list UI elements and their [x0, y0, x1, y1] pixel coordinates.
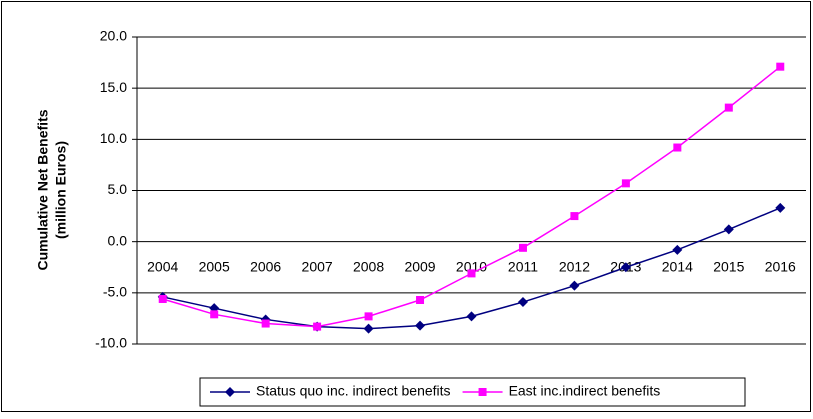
point [570, 212, 579, 221]
y-tick-label: -10.0 [95, 335, 127, 351]
point [466, 311, 477, 322]
x-tick-label: 2010 [456, 258, 487, 274]
y-tick-label: 20.0 [100, 28, 127, 44]
y-axis-label: (million Euros) [53, 141, 69, 239]
point [478, 388, 487, 396]
point [673, 143, 682, 152]
point [621, 179, 630, 188]
y-axis-label: Cumulative Net Benefits [35, 109, 51, 270]
x-tick-label: 2011 [508, 258, 538, 274]
y-tick-label: 5.0 [108, 181, 128, 197]
point [672, 244, 683, 255]
point [517, 297, 528, 308]
point [158, 294, 167, 303]
x-tick-label: 2012 [559, 258, 590, 274]
point [313, 322, 322, 331]
point [467, 269, 476, 278]
y-tick-label: 15.0 [100, 79, 127, 95]
point [416, 295, 425, 304]
x-tick-label: 2007 [302, 258, 333, 274]
legend-box [199, 377, 746, 407]
x-tick-label: 2015 [713, 258, 744, 274]
point [261, 319, 270, 328]
x-tick-label: 2005 [199, 258, 230, 274]
x-tick-label: 2016 [765, 258, 796, 274]
x-tick-label: 2009 [404, 258, 435, 274]
series-line [162, 66, 781, 328]
point [775, 202, 786, 213]
point [210, 310, 219, 319]
x-tick-label: 2014 [662, 258, 693, 274]
point [569, 280, 580, 291]
point [518, 243, 527, 252]
point [723, 224, 734, 235]
y-tick-label: -5.0 [103, 284, 127, 300]
legend-label: Status quo inc. indirect benefits [256, 383, 451, 399]
x-tick-label: 2006 [250, 258, 281, 274]
point [364, 312, 373, 321]
legend-label: East inc.indirect benefits [509, 383, 661, 399]
y-tick-label: 0.0 [108, 232, 128, 248]
point [776, 62, 785, 71]
x-tick-label: 2004 [147, 258, 178, 274]
x-tick-label: 2008 [353, 258, 384, 274]
point [724, 103, 733, 112]
point [225, 387, 235, 397]
point [415, 320, 426, 331]
chart-border [1, 1, 811, 412]
point [620, 262, 631, 273]
y-tick-label: 10.0 [100, 130, 127, 146]
point [363, 323, 374, 334]
